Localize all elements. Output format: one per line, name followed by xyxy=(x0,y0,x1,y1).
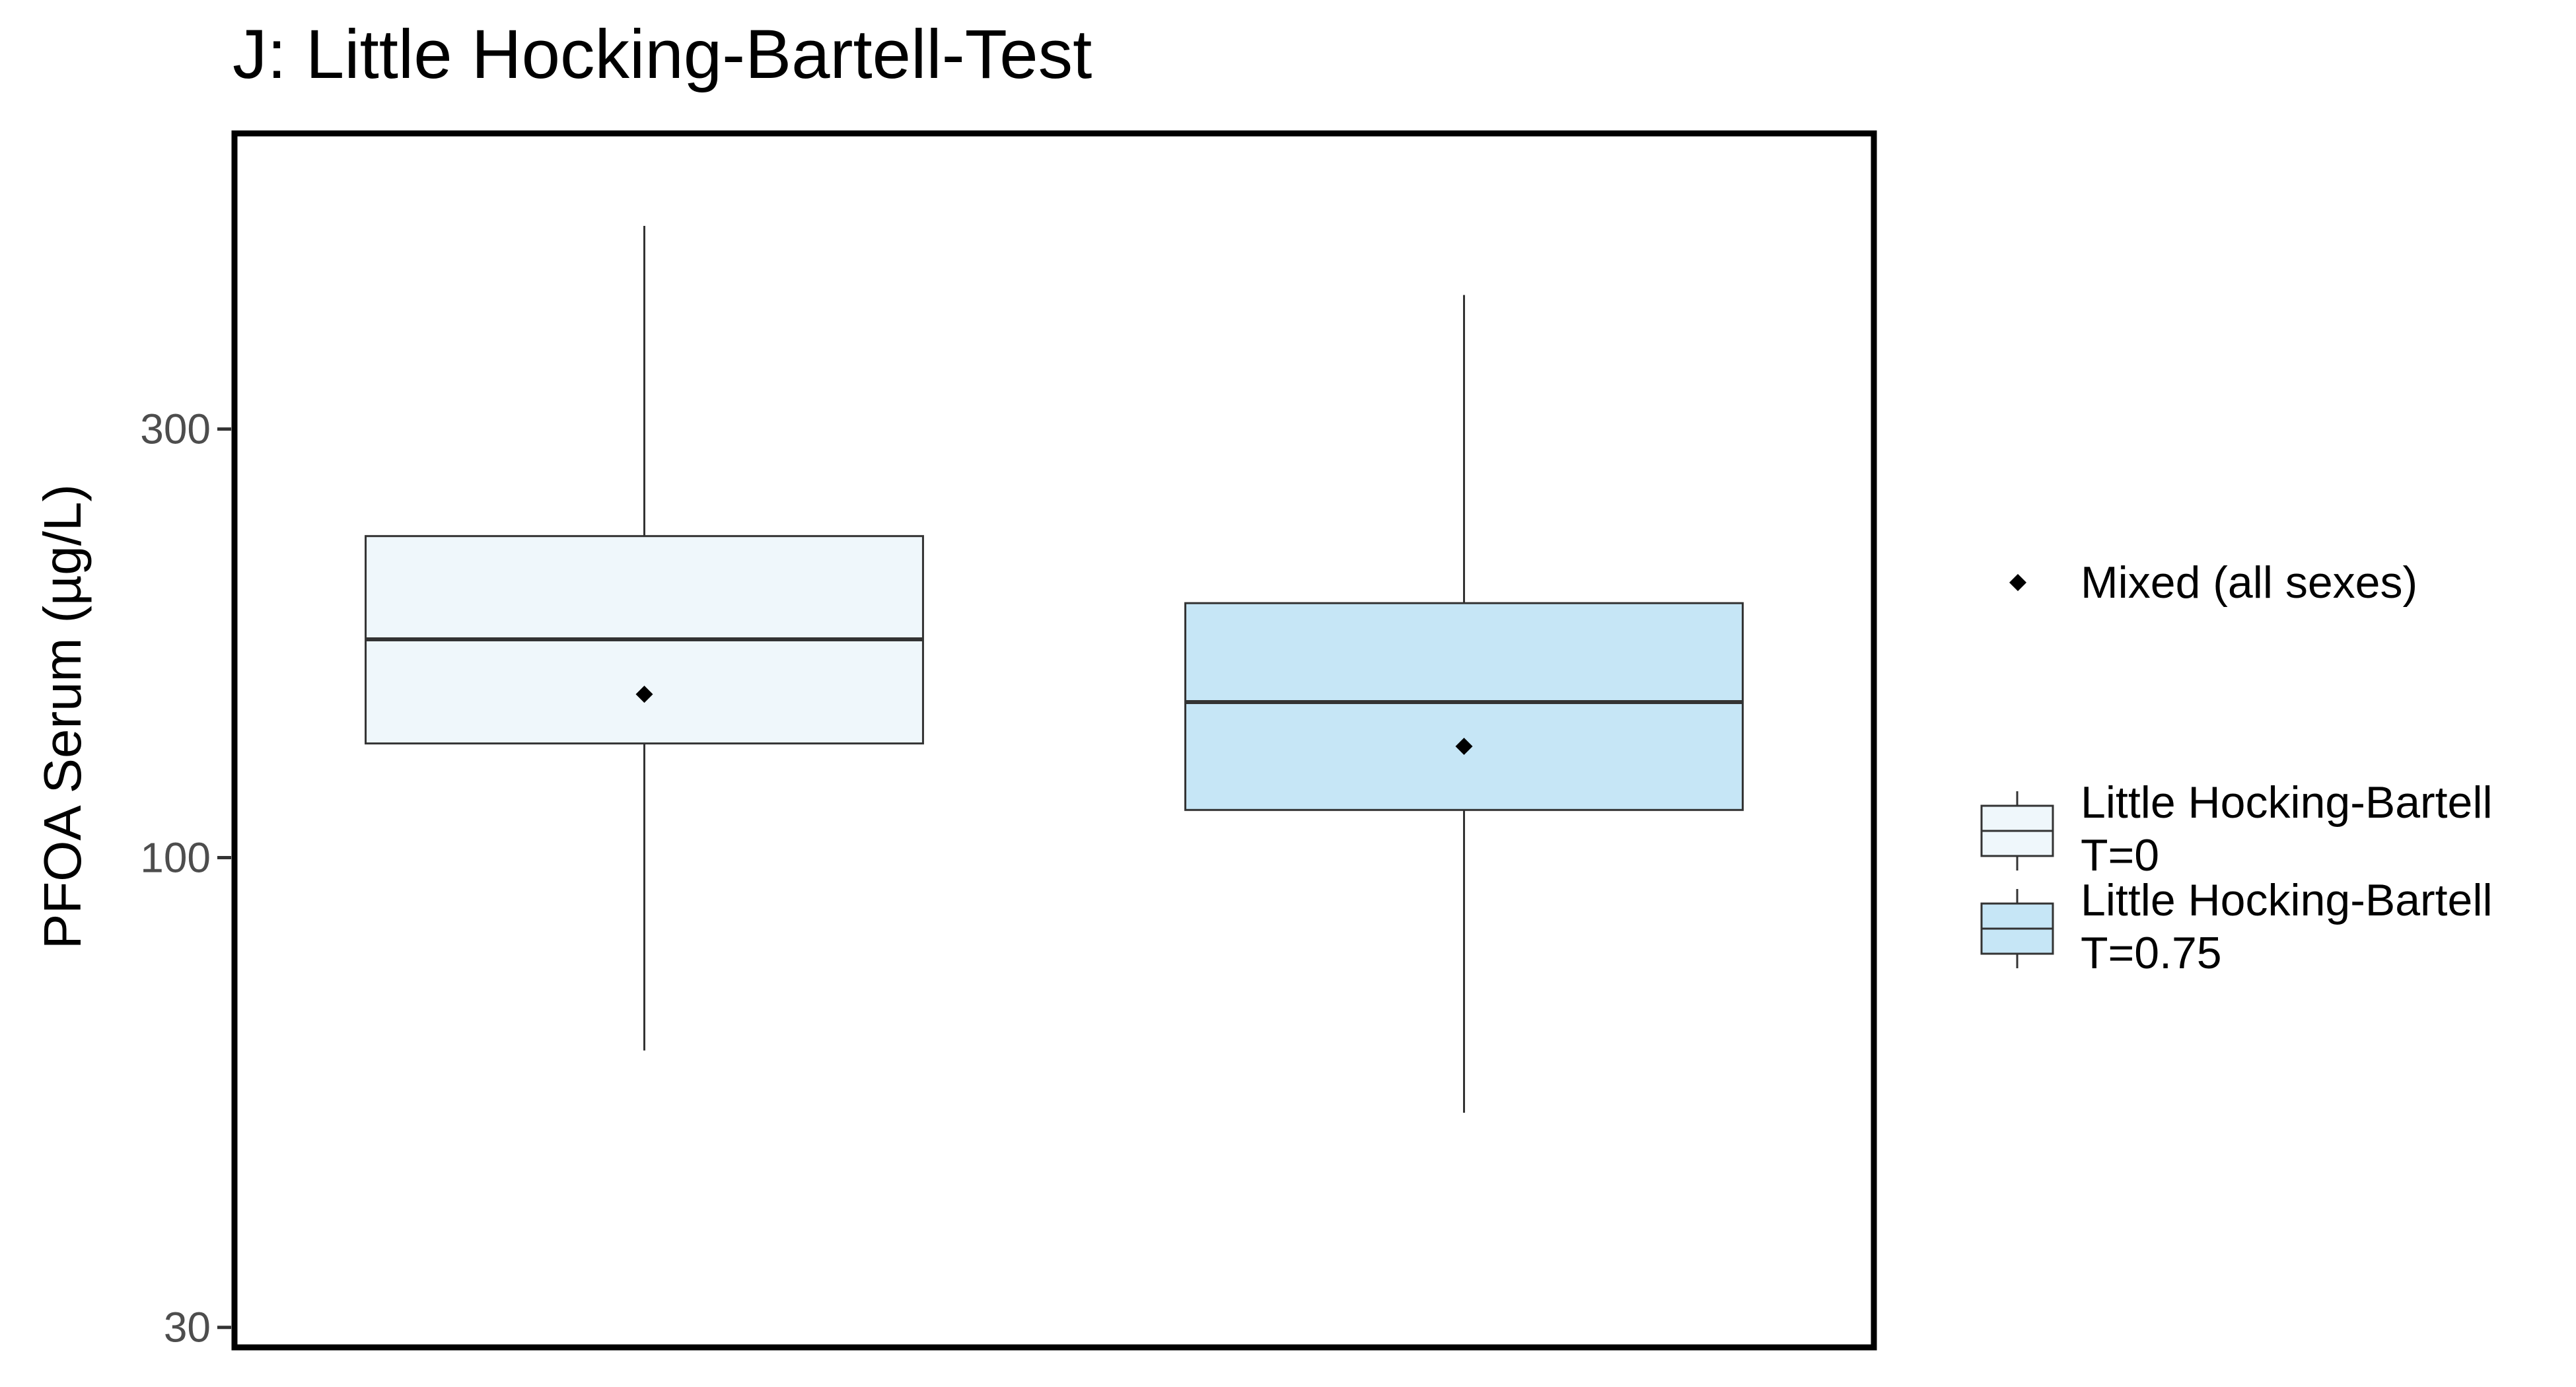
legend-label-line: Little Hocking-Bartell xyxy=(2081,777,2493,828)
boxes xyxy=(365,225,1744,1113)
y-axis-ticks: 30 100 300 xyxy=(140,406,231,1351)
y-tick-label: 100 xyxy=(140,834,211,882)
legend: Mixed (all sexes)Little Hocking-Bartell T… xyxy=(1980,557,2493,978)
legend-label: Little Hocking-Bartell T=0.75 xyxy=(2081,875,2493,978)
box-group xyxy=(1184,295,1744,1113)
box-iqr xyxy=(1184,602,1744,811)
legend-label-line: T=0.75 xyxy=(2081,928,2222,978)
box-group xyxy=(365,225,924,1051)
y-axis-label: PFOA Serum (µg/L) xyxy=(33,484,92,949)
legend-mean-label: Mixed (all sexes) xyxy=(2081,557,2417,608)
legend-label-line: Little Hocking-Bartell xyxy=(2081,875,2493,925)
mean-marker xyxy=(635,686,653,703)
legend-label: Little Hocking-Bartell T=0 xyxy=(2081,777,2493,880)
legend-item: Little Hocking-Bartell T=0.75 xyxy=(1980,875,2493,978)
legend-mean-marker xyxy=(2009,574,2026,591)
legend-label-line: T=0 xyxy=(2081,830,2159,880)
mean-marker xyxy=(1455,738,1473,756)
y-tick-label: 30 xyxy=(164,1304,211,1351)
y-tick-label: 300 xyxy=(140,406,211,453)
legend-item: Little Hocking-Bartell T=0 xyxy=(1980,777,2493,880)
chart-title: J: Little Hocking-Bartell-Test xyxy=(233,16,1092,93)
